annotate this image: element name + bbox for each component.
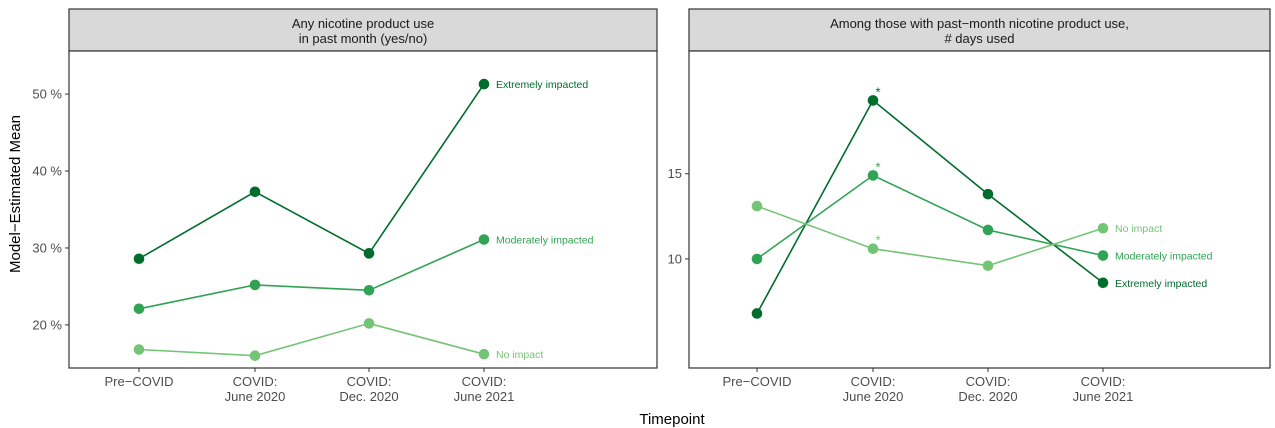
x-tick-label-line: COVID:	[851, 374, 896, 389]
panel-strip	[688, 8, 1271, 52]
data-point	[1097, 250, 1109, 261]
series-line	[756, 205, 1104, 267]
x-tick-label: COVID: Dec. 2020	[958, 374, 1017, 404]
x-tick-label: COVID: Dec. 2020	[339, 374, 398, 404]
x-tick-label-line: COVID:	[347, 374, 392, 389]
data-point	[478, 234, 490, 245]
data-point	[751, 253, 763, 265]
y-tick-label: 50 %	[32, 87, 62, 102]
series-end-label: Extremely impacted	[1115, 278, 1207, 290]
x-tick-label-line: COVID:	[966, 374, 1011, 389]
x-tick-label-line: June 2020	[843, 389, 904, 404]
y-axis-title: Model−Estimated Mean	[7, 115, 24, 273]
x-tick-label-line: COVID:	[1081, 374, 1126, 389]
significance-marker: *	[875, 233, 880, 248]
panel-title-line: Any nicotine product use	[292, 16, 434, 31]
plot-area	[68, 50, 658, 369]
panel-2: Among those with past−month nicotine pro…	[668, 8, 1271, 404]
panel-title-line: in past month (yes/no)	[299, 31, 428, 46]
data-point	[751, 308, 763, 319]
series-end-label: No impact	[1115, 223, 1162, 235]
data-point	[363, 248, 375, 259]
data-point	[133, 344, 145, 355]
series-line	[138, 83, 485, 260]
data-point	[133, 253, 145, 265]
data-point	[867, 243, 879, 254]
x-tick-label: COVID: June 2020	[843, 374, 904, 404]
x-tick-label-line: June 2021	[1073, 389, 1134, 404]
x-tick-label: COVID: June 2020	[225, 374, 286, 404]
data-point	[751, 200, 763, 212]
x-tick-label-line: Dec. 2020	[958, 389, 1017, 404]
x-tick-label: COVID: June 2021	[1073, 374, 1134, 404]
y-tick-label: 20 %	[32, 317, 62, 332]
series-line	[138, 322, 485, 357]
y-tick-label: 15	[668, 166, 682, 181]
x-tick-label-line: June 2020	[225, 389, 286, 404]
x-axis-title: Timepoint	[639, 411, 705, 428]
x-tick-label-line: COVID:	[462, 374, 507, 389]
data-point	[1097, 222, 1109, 234]
data-point	[363, 284, 375, 296]
panel-strip	[68, 8, 658, 52]
y-tick-label: 30 %	[32, 240, 62, 255]
data-point	[249, 350, 261, 361]
data-point	[982, 224, 994, 236]
x-tick-label-line: COVID:	[233, 374, 278, 389]
x-tick-label-line: June 2021	[454, 389, 515, 404]
panel-title-line: # days used	[944, 31, 1014, 46]
data-point	[478, 348, 490, 360]
plot-area	[688, 50, 1271, 369]
series-end-label: Extremely impacted	[496, 79, 588, 91]
series-line	[756, 99, 1104, 314]
data-point	[867, 170, 879, 181]
x-tick-label-line: Pre−COVID	[723, 374, 792, 389]
y-tick-label: 10	[668, 251, 682, 266]
data-point	[867, 95, 879, 106]
x-tick-label-line: Dec. 2020	[339, 389, 398, 404]
data-point	[133, 303, 145, 315]
data-point	[249, 279, 261, 291]
series-end-label: Moderately impacted	[1115, 251, 1213, 263]
data-point	[982, 188, 994, 200]
panel-title-line: Among those with past−month nicotine pro…	[830, 16, 1129, 31]
series-line	[756, 174, 1104, 260]
y-tick-label: 40 %	[32, 164, 62, 179]
x-tick-label: Pre−COVID	[723, 374, 792, 389]
data-point	[982, 260, 994, 272]
data-point	[363, 318, 375, 329]
x-tick-label-line: Pre−COVID	[105, 374, 174, 389]
significance-marker: *	[875, 159, 880, 174]
series-end-label: No impact	[496, 349, 543, 361]
significance-marker: *	[875, 84, 880, 99]
x-tick-label: Pre−COVID	[105, 374, 174, 389]
series-line	[138, 238, 485, 310]
series-end-label: Moderately impacted	[496, 235, 594, 247]
data-point	[1097, 277, 1109, 289]
x-tick-label: COVID: June 2021	[454, 374, 515, 404]
data-point	[249, 186, 261, 198]
data-point	[478, 78, 490, 90]
